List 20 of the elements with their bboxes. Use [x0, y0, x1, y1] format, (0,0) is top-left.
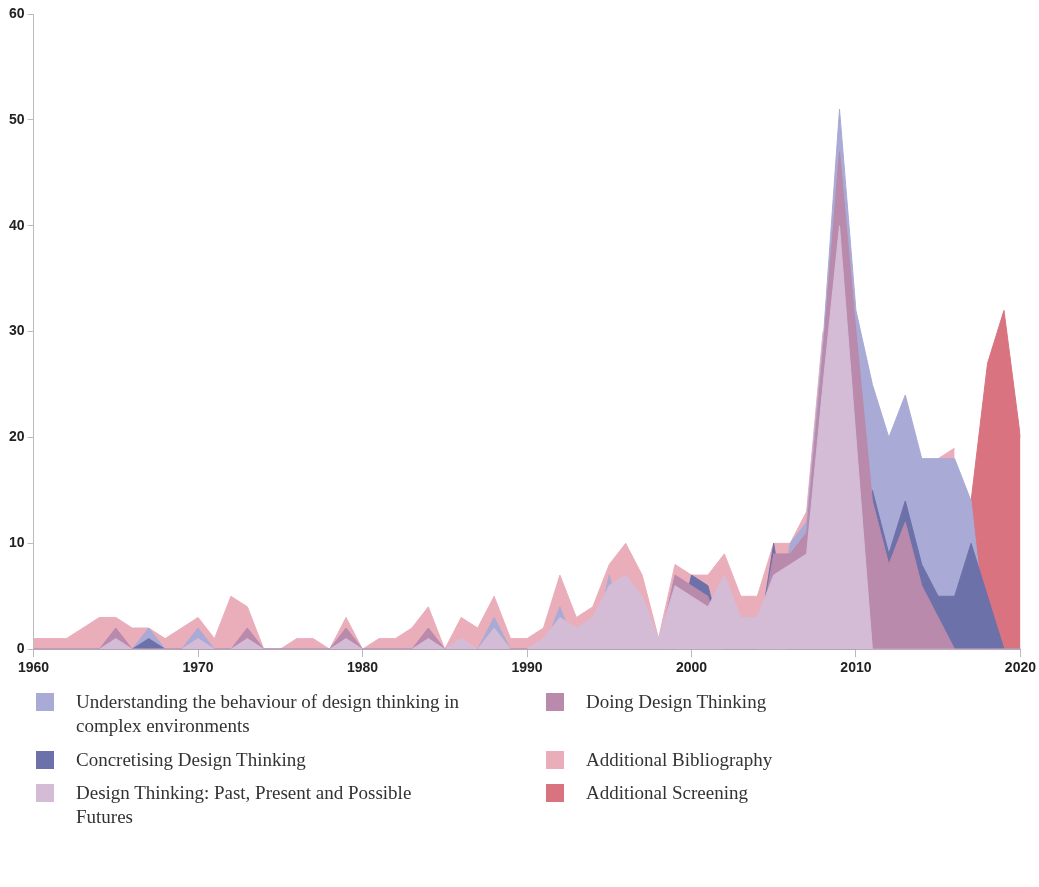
x-tick-label: 2010: [840, 659, 872, 676]
y-tick-label: 30: [8, 322, 25, 339]
y-tick-label: 50: [8, 110, 25, 127]
legend-label: Additional Screening: [586, 781, 748, 805]
legend-label: Concretising Design Thinking: [76, 747, 306, 772]
x-tick-label: 1980: [346, 659, 379, 676]
legend-label: Additional Bibliography: [586, 747, 773, 772]
y-tick-label: 0: [16, 640, 25, 657]
x-tick-label: 1970: [182, 659, 214, 676]
legend-label: Design Thinking: Past, Present and Possible Futures: [76, 781, 413, 829]
legend-label: Understanding the behaviour of design thinking in complex environments: [76, 690, 461, 738]
x-tick-label: 2000: [675, 659, 708, 676]
y-tick-label: 20: [8, 428, 25, 445]
y-tick-label: 60: [8, 4, 25, 21]
x-tick-label: 2020: [1004, 659, 1037, 676]
y-tick-label: 10: [8, 534, 25, 551]
legend-label: Doing Design Thinking: [586, 690, 767, 714]
x-tick-label: 1990: [511, 659, 543, 676]
y-tick-label: 40: [8, 216, 25, 233]
x-tick-label: 1960: [17, 659, 50, 676]
